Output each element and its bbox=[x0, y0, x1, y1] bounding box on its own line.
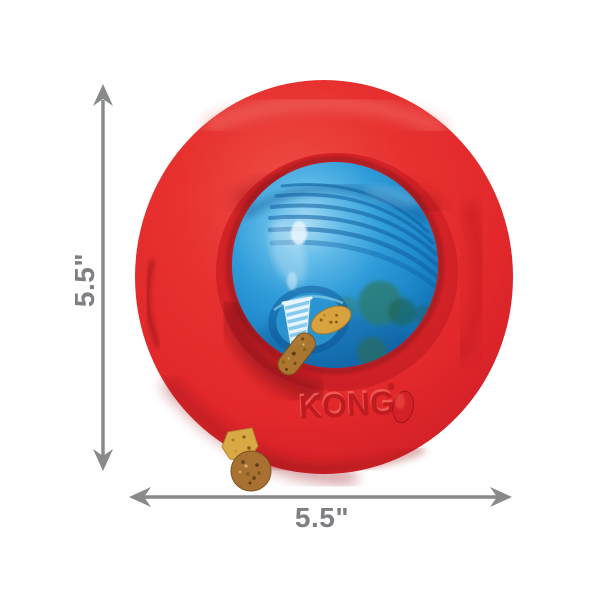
blue-ball bbox=[232, 162, 438, 368]
kong-logo-text: KONG bbox=[298, 384, 396, 426]
arrow-up-icon bbox=[93, 84, 113, 106]
arrow-right-icon bbox=[490, 487, 512, 507]
kong-logo-embossed: KONG KONG bbox=[297, 381, 414, 426]
height-dimension-label: 5.5" bbox=[69, 252, 100, 308]
registered-mark bbox=[387, 383, 395, 391]
kibble-treats bbox=[221, 427, 272, 492]
molded-blob bbox=[392, 390, 414, 424]
treat-in-opening bbox=[310, 305, 352, 335]
kibble-brown bbox=[230, 450, 272, 492]
width-dimension-label: 5.5" bbox=[294, 502, 350, 533]
dispensed-treat bbox=[277, 332, 316, 376]
width-dimension-arrow bbox=[129, 487, 512, 507]
kong-logo-highlight: KONG bbox=[297, 381, 395, 423]
arrow-left-icon bbox=[129, 487, 151, 507]
height-dimension-arrow bbox=[93, 84, 113, 471]
arrow-down-icon bbox=[93, 449, 113, 471]
